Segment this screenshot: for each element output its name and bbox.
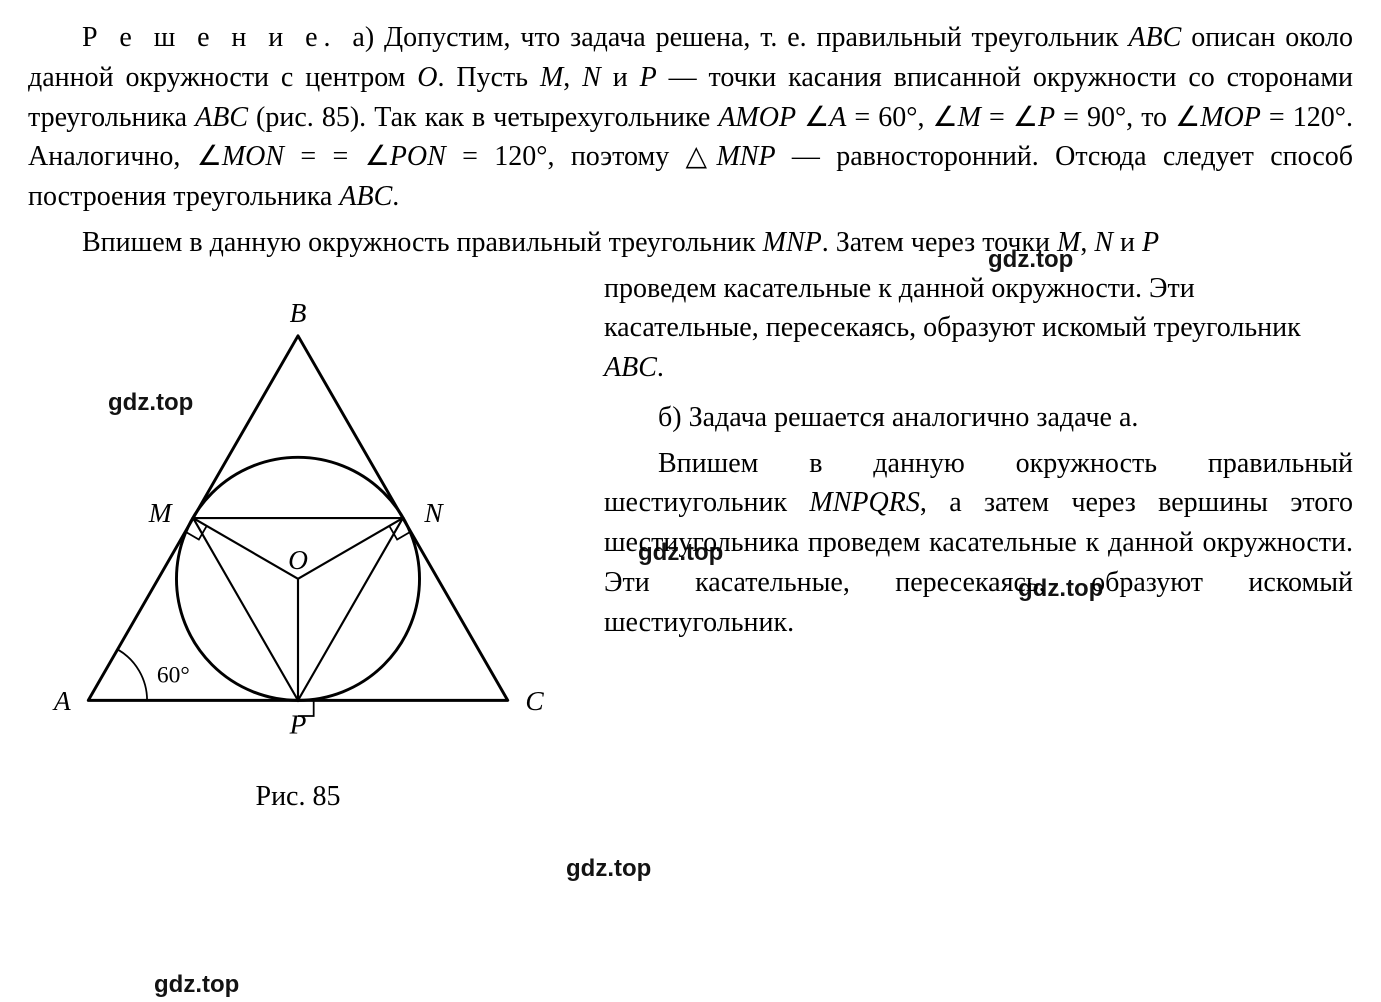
figure-85: A B C M N P O 60° Рис. 85	[28, 277, 568, 817]
watermark: gdz.top	[154, 968, 239, 1002]
svg-text:M: M	[148, 498, 174, 528]
svg-text:N: N	[423, 498, 444, 528]
paragraph-1: Р е ш е н и е. а) Допустим, что задача р…	[28, 18, 1353, 217]
part-b-label: б)	[658, 402, 689, 433]
triangle-diagram: A B C M N P O 60°	[28, 277, 568, 767]
svg-text:P: P	[289, 709, 307, 739]
paragraph-2-lead: Впишем в данную окружность правильный тр…	[28, 223, 1353, 263]
svg-text:C: C	[525, 686, 544, 716]
svg-text:O: O	[288, 545, 308, 575]
svg-text:B: B	[290, 298, 307, 328]
watermark: gdz.top	[566, 852, 651, 886]
solution-lead: Р е ш е н и е.	[82, 22, 352, 53]
figure-caption: Рис. 85	[28, 777, 568, 817]
svg-text:A: A	[52, 686, 71, 716]
svg-text:60°: 60°	[157, 662, 190, 688]
part-a-label: а)	[352, 22, 384, 53]
